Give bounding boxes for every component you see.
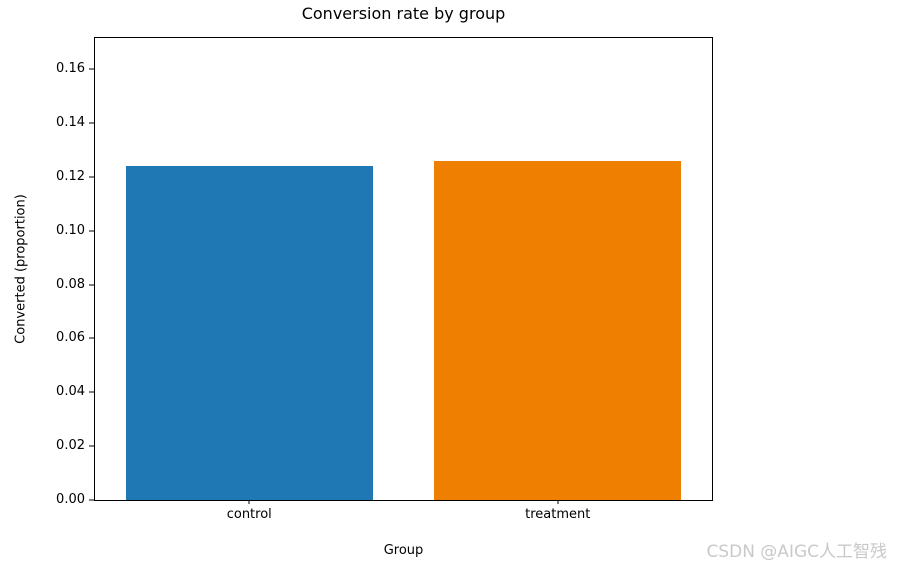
csdn-watermark: CSDN @AIGC人工智残 (706, 542, 887, 562)
y-tick-mark (89, 68, 94, 70)
y-tick-label: 0.16 (56, 61, 85, 77)
y-tick-mark (89, 284, 94, 286)
y-axis-label: Converted (proportion) (13, 194, 29, 344)
bar-control (125, 166, 373, 500)
y-tick-mark (89, 445, 94, 447)
y-tick-mark (89, 230, 94, 232)
x-axis-label: Group (383, 543, 424, 558)
y-tick-label: 0.06 (56, 330, 85, 346)
y-tick-label: 0.10 (56, 222, 85, 238)
plot-area: 0.00 0.02 0.04 0.06 0.08 0.10 0.12 0.14 0.16 cont… (56, 37, 713, 522)
y-tick-label: 0.04 (56, 384, 85, 400)
y-tick-label: 0.00 (56, 492, 85, 507)
x-tick-label: control (226, 507, 272, 522)
y-tick-label: 0.12 (56, 168, 85, 184)
x-tick-mark (557, 500, 559, 504)
y-tick-mark (89, 391, 94, 393)
y-tick-mark (89, 499, 94, 501)
y-tick-label: 0.08 (56, 276, 85, 292)
x-tick-mark (248, 500, 250, 504)
bar-treatment (434, 160, 682, 500)
y-tick-mark (89, 122, 94, 124)
chart-title: Conversion rate by group (301, 4, 506, 23)
y-tick-mark (89, 176, 94, 178)
y-tick-mark (89, 337, 94, 339)
y-tick-label: 0.02 (56, 438, 85, 454)
x-tick-label: treatment (525, 507, 591, 522)
y-tick-label: 0.14 (56, 115, 85, 131)
